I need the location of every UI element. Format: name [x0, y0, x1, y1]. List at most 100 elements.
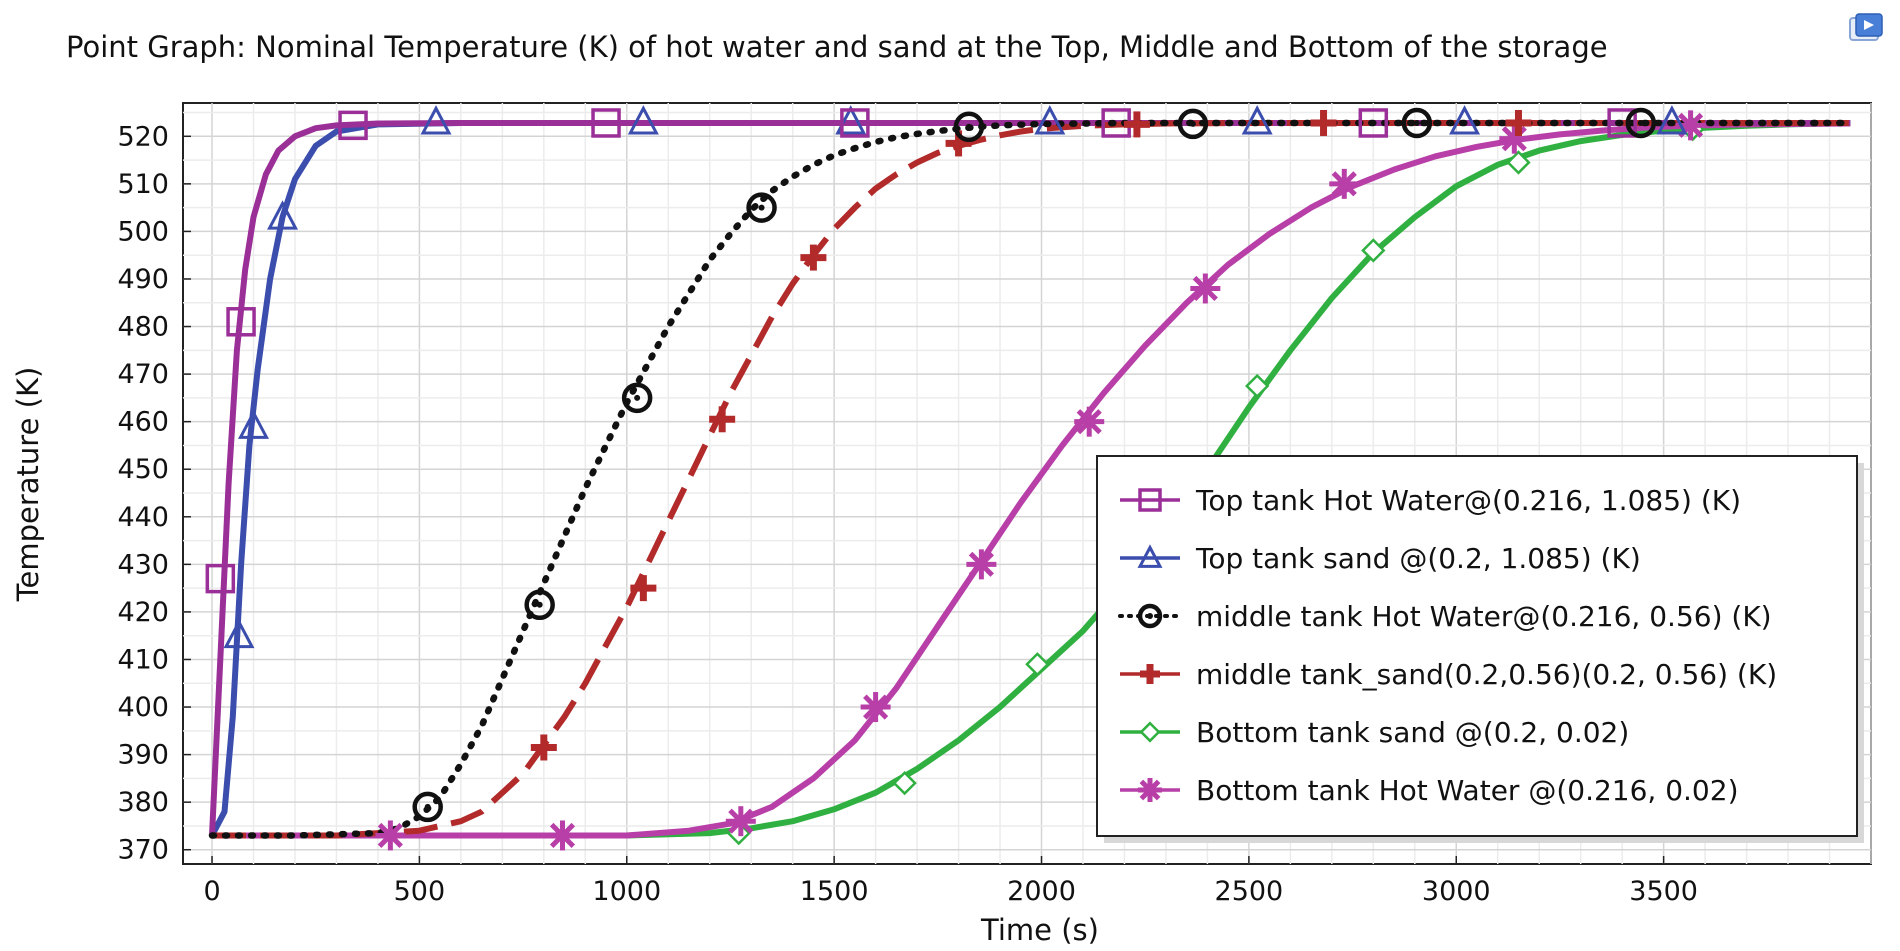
- marker-diamond: [892, 770, 917, 796]
- marker-star: [860, 692, 891, 723]
- marker-triangle: [267, 200, 299, 230]
- x-tick-label: 2500: [1215, 876, 1284, 907]
- marker-triangle: [1449, 105, 1481, 135]
- marker-square: [338, 110, 368, 141]
- legend-item: middle tank_sand(0.2,0.56)(0.2, 0.56) (K…: [1120, 658, 1777, 691]
- series-line-4: [212, 120, 1851, 839]
- x-tick-label: 2000: [1007, 876, 1076, 907]
- marker-plus: [1505, 109, 1532, 136]
- y-tick-label: 450: [117, 454, 169, 485]
- marker-triangle: [1241, 105, 1273, 135]
- y-tick-label: 480: [117, 312, 169, 343]
- marker-diamond: [1025, 652, 1050, 677]
- y-tick-label: 390: [117, 740, 169, 771]
- y-tick-label: 420: [117, 597, 169, 628]
- y-tick-label: 520: [117, 121, 169, 152]
- marker-star: [547, 820, 578, 851]
- marker-circle: [412, 791, 443, 823]
- legend-item: Bottom tank sand @(0.2, 0.02): [1120, 716, 1629, 749]
- x-axis-label: Time (s): [980, 913, 1099, 947]
- marker-square: [226, 307, 256, 337]
- marker-plus: [1310, 109, 1337, 136]
- marker-diamond: [1245, 373, 1270, 399]
- marker-square: [1358, 108, 1389, 138]
- y-tick-label: 470: [117, 359, 169, 390]
- y-tick-label: 440: [117, 502, 169, 533]
- series-line-5: [212, 120, 1851, 839]
- marker-square: [591, 108, 621, 138]
- marker-triangle: [420, 105, 452, 135]
- series-lines: [208, 119, 1854, 839]
- marker-circle: [1137, 603, 1163, 629]
- marker-square: [205, 563, 236, 594]
- x-tick-label: 1000: [592, 876, 661, 907]
- marker-triangle: [835, 105, 867, 135]
- marker-triangle: [1034, 105, 1066, 135]
- y-tick-label: 410: [117, 644, 169, 675]
- marker-triangle: [627, 105, 659, 135]
- marker-square: [840, 108, 870, 138]
- series-line-2: [208, 119, 1854, 839]
- x-tick-label: 0: [203, 876, 220, 907]
- legend-label: Bottom tank Hot Water @(0.216, 0.02): [1196, 774, 1739, 807]
- y-tick-labels: 370 380 390 400 410 420 430 440 450 460 470 480 490 5…: [117, 121, 191, 866]
- marker-square: [1138, 488, 1162, 512]
- marker-star: [966, 549, 997, 580]
- marker-star: [1190, 273, 1221, 304]
- legend-item: Top tank Hot Water@(0.216, 1.085) (K): [1120, 484, 1741, 517]
- legend-label: Top tank Hot Water@(0.216, 1.085) (K): [1195, 484, 1741, 517]
- legend-label: Bottom tank sand @(0.2, 0.02): [1196, 716, 1629, 749]
- marker-plus: [1123, 111, 1150, 138]
- marker-star: [1074, 406, 1105, 437]
- marker-circle: [1177, 108, 1209, 140]
- marker-diamond: [1506, 150, 1531, 175]
- marker-star: [725, 806, 756, 837]
- x-tick-label: 500: [394, 876, 446, 907]
- marker-plus: [630, 575, 657, 602]
- marker-triangle: [223, 618, 255, 649]
- y-tick-label: 500: [117, 216, 169, 247]
- y-tick-label: 400: [117, 692, 169, 723]
- y-tick-label: 380: [117, 787, 169, 818]
- marker-plus: [800, 244, 827, 271]
- legend: Top tank Hot Water@(0.216, 1.085) (K) Top…: [1096, 455, 1864, 843]
- y-tick-label: 490: [117, 264, 169, 295]
- y-axis-label: Temperature (K): [11, 367, 45, 603]
- marker-plus: [530, 734, 557, 761]
- y-tick-label: 460: [117, 407, 169, 438]
- marker-diamond: [1139, 721, 1161, 743]
- marker-triangle: [238, 409, 269, 439]
- marker-star: [1329, 168, 1360, 199]
- x-tick-label: 3000: [1422, 876, 1491, 907]
- x-tick-label: 3500: [1629, 876, 1698, 907]
- marker-star: [1138, 778, 1162, 802]
- series-markers: [205, 105, 1706, 851]
- marker-star: [1499, 123, 1530, 154]
- marker-star: [375, 820, 406, 851]
- marker-plus: [1140, 664, 1160, 684]
- marker-diamond: [1361, 238, 1386, 263]
- x-tick-labels: 0 500 1000 1500 2000 2500 3000 3500: [203, 856, 1698, 907]
- marker-square: [1607, 108, 1637, 138]
- y-tick-label: 370: [117, 835, 169, 866]
- legend-item: Bottom tank Hot Water @(0.216, 0.02): [1120, 774, 1739, 807]
- legend-item: middle tank Hot Water@(0.216, 0.56) (K): [1118, 600, 1772, 633]
- marker-triangle: [1656, 105, 1688, 135]
- marker-circle: [621, 382, 653, 414]
- y-tick-label: 430: [117, 549, 169, 580]
- marker-circle: [1625, 107, 1657, 139]
- legend-label: Top tank sand @(0.2, 1.085) (K): [1195, 542, 1641, 575]
- y-tick-label: 510: [117, 169, 169, 200]
- marker-circle: [746, 192, 777, 223]
- marker-circle: [1401, 107, 1433, 139]
- legend-label: middle tank Hot Water@(0.216, 0.56) (K): [1196, 600, 1772, 633]
- x-tick-label: 1500: [800, 876, 869, 907]
- marker-plus: [709, 406, 736, 433]
- marker-circle: [953, 111, 985, 143]
- legend-item: Top tank sand @(0.2, 1.085) (K): [1120, 542, 1641, 575]
- marker-circle: [524, 589, 555, 621]
- series-line-3: [212, 120, 1851, 839]
- legend-label: middle tank_sand(0.2,0.56)(0.2, 0.56) (K…: [1196, 658, 1777, 691]
- export-icon[interactable]: [1848, 12, 1884, 46]
- legend-box: [1096, 455, 1858, 837]
